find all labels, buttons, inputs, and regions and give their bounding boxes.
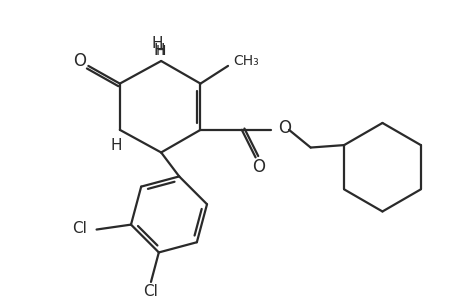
Text: H: H bbox=[110, 138, 121, 153]
Text: H: H bbox=[153, 43, 165, 58]
Text: Cl: Cl bbox=[72, 221, 87, 236]
Text: H: H bbox=[151, 36, 162, 51]
Text: Cl: Cl bbox=[143, 284, 158, 299]
Text: H: H bbox=[156, 44, 166, 58]
Text: CH₃: CH₃ bbox=[232, 54, 258, 68]
Text: O: O bbox=[278, 119, 291, 137]
Text: O: O bbox=[252, 158, 264, 176]
Text: O: O bbox=[73, 52, 86, 70]
